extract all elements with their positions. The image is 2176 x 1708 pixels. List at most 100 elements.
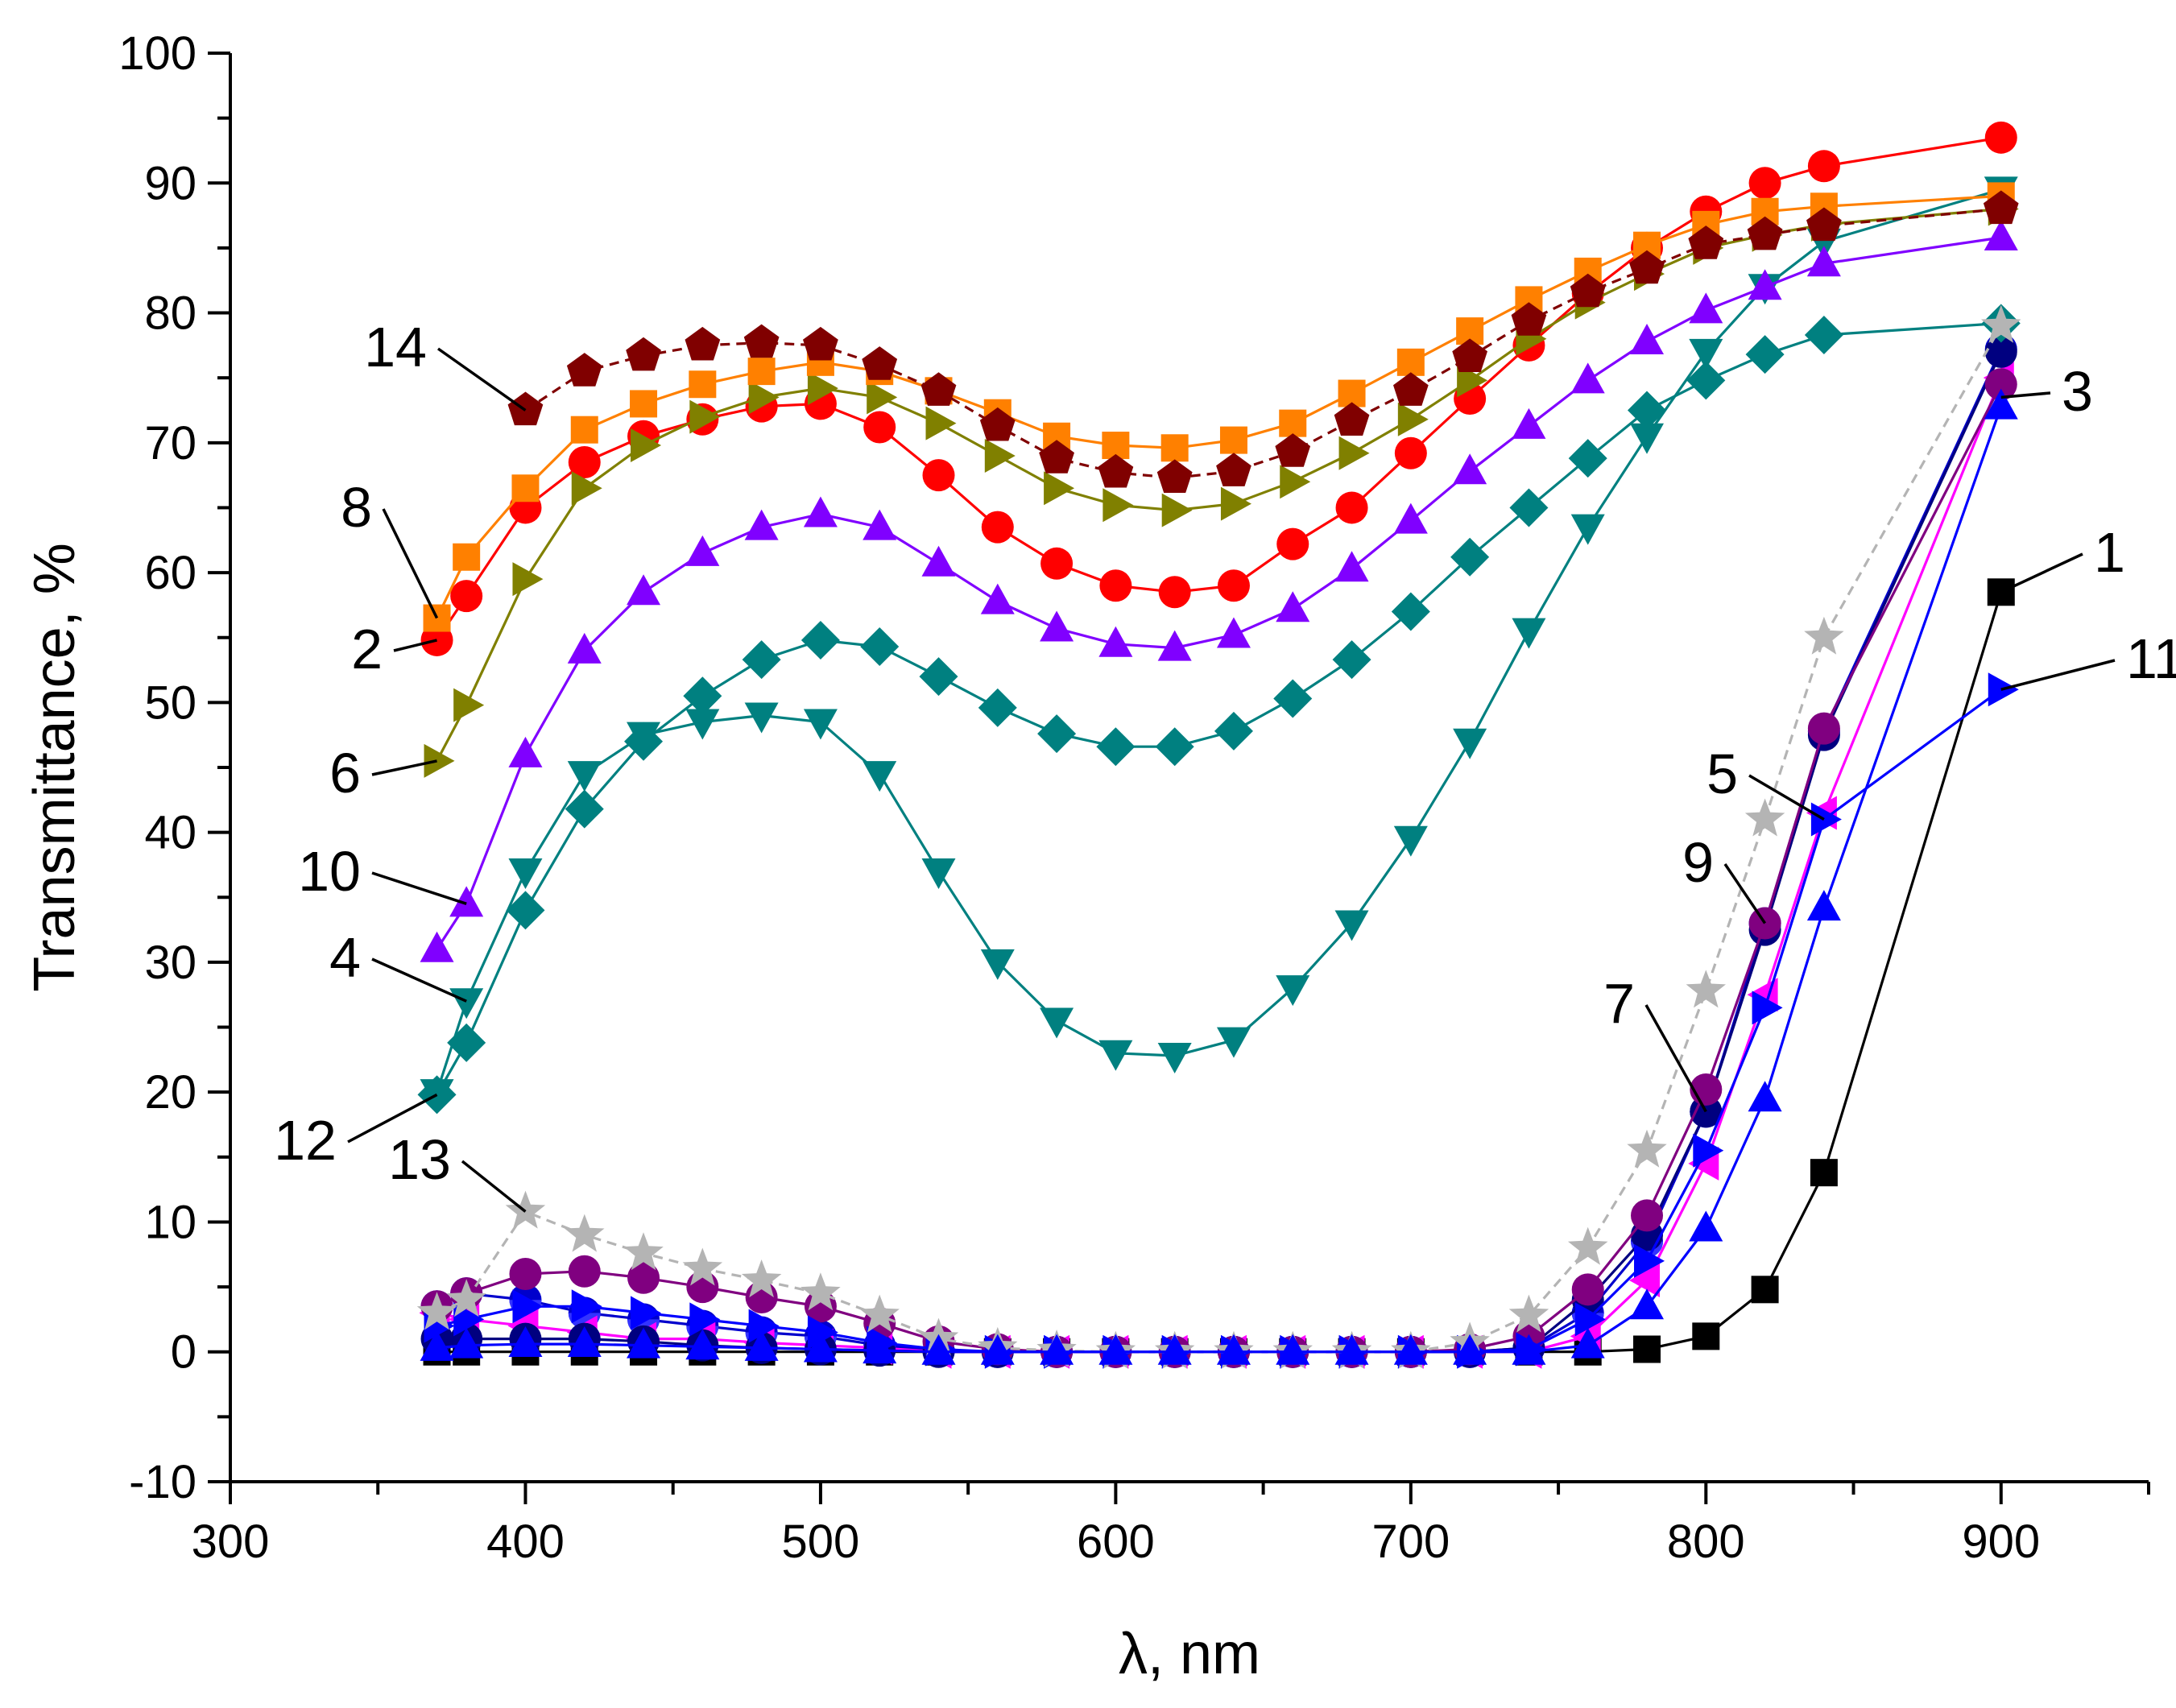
y-tick-label: 10 (144, 1196, 197, 1248)
axes: 300 400 500 600 700 800 900 -10 0 10 20 30 40 50 60 70 8… (118, 27, 2150, 1568)
curve-number: 8 (341, 476, 372, 539)
series-line-11 (436, 688, 2002, 1354)
data-point (1037, 714, 1077, 754)
series-line-7 (436, 351, 2003, 1354)
curve-number: 7 (1603, 972, 1635, 1035)
data-point (743, 324, 780, 358)
data-point (807, 1315, 838, 1350)
data-point (1040, 1334, 1074, 1365)
data-point (1630, 1288, 1665, 1320)
data-point (1810, 1159, 1838, 1187)
data-point (1393, 825, 1428, 857)
data-point (1512, 407, 1546, 439)
series-10 (420, 220, 2018, 962)
series-line-5 (436, 377, 2003, 1354)
data-point (1745, 335, 1785, 374)
data-point (1040, 547, 1074, 580)
data-point (1279, 409, 1307, 437)
data-point (1157, 630, 1192, 661)
data-point (1751, 1276, 1779, 1304)
data-point (1804, 616, 1844, 655)
data-point (1220, 486, 1251, 521)
data-point (453, 688, 485, 722)
data-point (1984, 368, 2017, 401)
data-point (506, 891, 545, 930)
leader-line (347, 1093, 438, 1143)
data-point (1276, 591, 1310, 622)
data-point (508, 858, 543, 890)
data-point (449, 1327, 484, 1359)
curve-label-2: 2 (351, 618, 437, 680)
data-point (1099, 569, 1132, 602)
data-point (1806, 246, 1841, 277)
data-point (1570, 362, 1605, 394)
series-8 (423, 182, 2015, 632)
curve-label-4: 4 (329, 926, 467, 1003)
data-point (1631, 1199, 1664, 1232)
data-point (416, 1292, 457, 1330)
data-point (1040, 610, 1074, 642)
curve-number: 4 (329, 926, 361, 989)
data-point (1275, 433, 1311, 467)
data-point (921, 858, 956, 890)
data-point (1332, 640, 1371, 680)
data-point (689, 399, 721, 434)
leader-line (371, 871, 467, 905)
data-point (1273, 679, 1313, 718)
y-tick-label: 80 (144, 287, 197, 340)
data-point (627, 1261, 660, 1294)
data-point (566, 353, 602, 387)
data-point (630, 390, 658, 418)
data-point (1574, 1302, 1606, 1337)
data-point (1571, 1273, 1604, 1306)
y-tick-label: 60 (144, 547, 197, 599)
series-12 (417, 304, 2021, 1115)
data-point (509, 1257, 542, 1290)
series-line-8 (436, 194, 2001, 619)
data-point (1161, 493, 1193, 527)
data-point (568, 1255, 601, 1288)
data-point (512, 1289, 544, 1324)
data-point (571, 1289, 602, 1324)
data-point (685, 326, 721, 361)
series-layer (416, 121, 2021, 1369)
data-point (508, 1326, 543, 1358)
data-point (505, 1190, 546, 1229)
data-point (1396, 348, 1425, 376)
x-tick-label: 900 (1962, 1516, 2040, 1568)
data-point (627, 574, 661, 606)
leader-line (1723, 863, 1767, 924)
data-point (1804, 315, 1843, 354)
curve-number: 2 (351, 618, 383, 680)
data-point (1334, 910, 1369, 941)
data-point (683, 676, 722, 716)
data-point (1689, 338, 1723, 370)
data-point (631, 1296, 662, 1330)
data-point (921, 1334, 956, 1365)
data-point (1334, 1334, 1369, 1365)
data-point (449, 886, 484, 917)
data-point (980, 583, 1015, 614)
leader-line (371, 957, 467, 1003)
data-point (1394, 436, 1427, 469)
data-point (624, 722, 664, 761)
data-point (867, 380, 898, 415)
data-point (689, 370, 717, 399)
data-point (859, 1294, 900, 1333)
series-extra-blue (420, 388, 2018, 1365)
data-point (1334, 402, 1370, 436)
data-point (570, 416, 598, 444)
data-point (1689, 1210, 1723, 1242)
data-point (1098, 453, 1134, 488)
data-point (626, 337, 661, 371)
data-point (921, 545, 956, 577)
data-point (568, 446, 601, 479)
data-point (1807, 150, 1840, 183)
data-point (1984, 335, 2017, 368)
data-point (980, 949, 1015, 980)
data-point (1693, 1133, 1724, 1168)
data-point (800, 620, 840, 660)
data-point (803, 709, 838, 740)
data-point (1452, 338, 1487, 372)
curve-label-11: 11 (2000, 627, 2176, 691)
